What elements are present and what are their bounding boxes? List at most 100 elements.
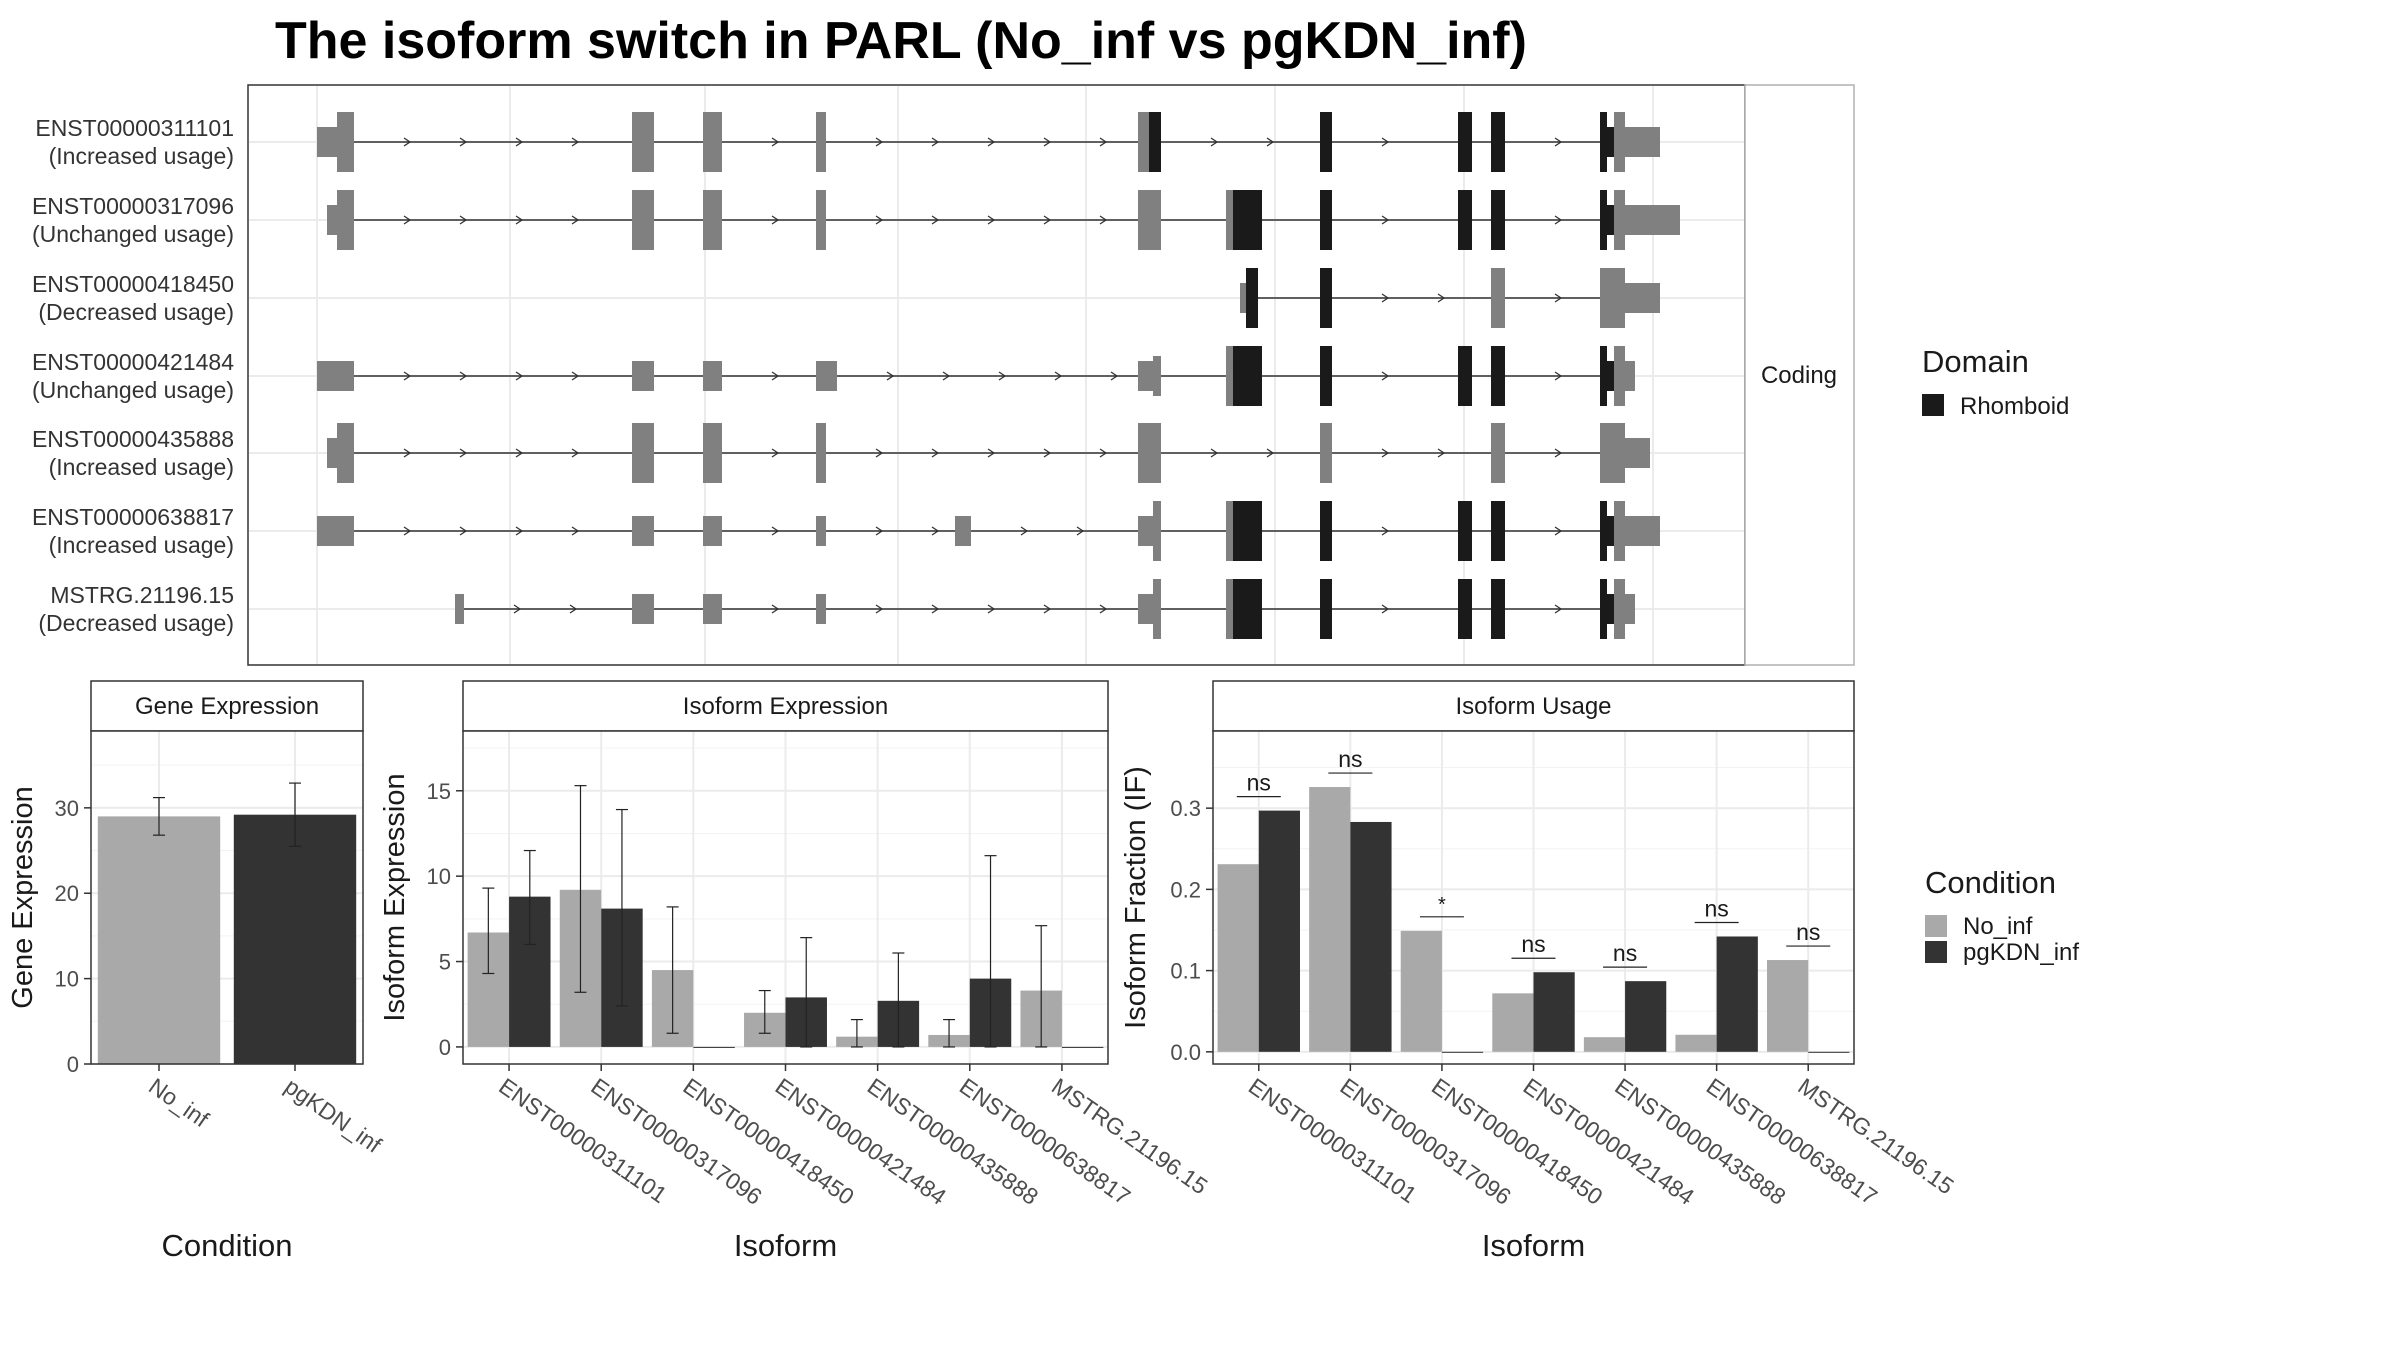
rhomboid-domain-exon (1320, 346, 1332, 406)
isoform-usage-panel: Isoform Usage ns ns * ns ns ns ns 0.0 0.1 0.2 0.3 EN… (1120, 680, 1959, 1263)
exon-block (1625, 438, 1650, 468)
strand-arrow (875, 137, 884, 147)
significance-label: ns (1796, 919, 1820, 945)
pgkdn-inf-legend-label: pgKDN_inf (1963, 939, 2079, 966)
strand-arrow (1381, 215, 1390, 225)
strand-arrow (459, 371, 468, 381)
exon-block (1138, 594, 1153, 624)
bar (1492, 993, 1534, 1052)
x-tick-label: MSTRG.21196.15 (1793, 1073, 1958, 1200)
panel-strip (90, 680, 364, 732)
x-axis-title: Condition (162, 1228, 293, 1263)
panel-strip (462, 680, 1109, 732)
strand-arrow (771, 526, 780, 536)
x-tick-label: No_inf (144, 1073, 214, 1133)
x-tick-label: ENST00000421484 (1519, 1073, 1700, 1210)
strand-arrow (1381, 604, 1390, 614)
strand-arrow (571, 448, 580, 458)
transcript-usage-label: (Increased usage) (49, 532, 234, 558)
transcript-track (317, 112, 1660, 172)
transcript-structure-panel: Coding ENST00000311101(Increased usage)E… (32, 84, 1855, 666)
strand-arrow (1043, 448, 1052, 458)
transcript-track (317, 346, 1635, 406)
no-inf-legend-swatch (1925, 915, 1947, 937)
strand-arrow (1210, 448, 1219, 458)
bar (693, 1046, 735, 1048)
significance-label: ns (1247, 770, 1271, 796)
strand-arrow (1381, 371, 1390, 381)
exon-block (1614, 579, 1625, 639)
strand-arrow (1099, 604, 1108, 614)
exon-block (632, 112, 654, 172)
rhomboid-domain-exon (1149, 112, 1161, 172)
strand-arrow (1099, 215, 1108, 225)
strand-arrow (515, 371, 524, 381)
rhomboid-domain-exon (1233, 190, 1262, 250)
panel-strip (1212, 680, 1855, 732)
rhomboid-domain-exon (1246, 268, 1258, 328)
strand-arrow (931, 526, 940, 536)
rhomboid-domain-exon (1491, 579, 1505, 639)
strand-arrow (515, 526, 524, 536)
bar (1675, 1034, 1717, 1052)
strand-arrow (1099, 137, 1108, 147)
rhomboid-domain-exon (1607, 205, 1614, 235)
rhomboid-domain-exon (1458, 346, 1472, 406)
strand-arrow (459, 526, 468, 536)
bar (1808, 1051, 1850, 1053)
strand-arrow (875, 604, 884, 614)
strand-arrow (1054, 371, 1063, 381)
strand-arrow (1554, 215, 1563, 225)
exon-block (317, 516, 354, 546)
rhomboid-domain-exon (1491, 501, 1505, 561)
strand-arrow (1266, 137, 1275, 147)
x-tick-label: ENST00000435888 (1610, 1073, 1790, 1210)
strand-arrow (459, 448, 468, 458)
strand-arrow (1381, 293, 1390, 303)
strand-arrow (1043, 137, 1052, 147)
transcript-usage-label: (Increased usage) (49, 143, 234, 169)
bar (1441, 1051, 1484, 1053)
x-tick-label: MSTRG.21196.15 (1047, 1073, 1212, 1200)
strand-arrow (569, 604, 578, 614)
exon-block (1614, 346, 1625, 406)
x-tick-label: ENST00000638817 (1702, 1073, 1882, 1210)
rhomboid-domain-exon (1600, 501, 1607, 561)
exon-block (816, 423, 826, 483)
transcript-track (317, 501, 1660, 561)
y-tick-label: 30 (55, 796, 79, 821)
exon-block (1226, 190, 1233, 250)
exon-block (1625, 594, 1635, 624)
figure-title: The isoform switch in PARL (No_inf vs pg… (275, 12, 1527, 70)
y-axis-title: Gene Expression (7, 786, 39, 1008)
transcript-labels: ENST00000311101(Increased usage)ENST0000… (32, 115, 234, 636)
rhomboid-domain-exon (1607, 361, 1614, 391)
strand-arrow (1210, 137, 1219, 147)
strand-arrow (403, 448, 412, 458)
strand-arrow (515, 215, 524, 225)
y-tick-label: 10 (427, 864, 451, 889)
strand-arrow (987, 604, 996, 614)
exon-block (337, 190, 354, 250)
strand-arrow (931, 215, 940, 225)
significance-label: ns (1338, 746, 1362, 772)
strand-arrow (513, 604, 522, 614)
exon-block (955, 516, 971, 546)
rhomboid-domain-exon (1458, 112, 1472, 172)
strand-arrow (1554, 293, 1563, 303)
strand-arrow (771, 371, 780, 381)
x-axis-title: Isoform (734, 1228, 837, 1263)
transcript-track (1240, 268, 1660, 328)
strand-arrow (459, 215, 468, 225)
x-tick-label: ENST00000435888 (863, 1073, 1043, 1210)
rhomboid-domain-exon (1600, 346, 1607, 406)
rhomboid-domain-exon (1320, 190, 1332, 250)
transcript-id-label: ENST00000435888 (32, 426, 234, 452)
rhomboid-domain-exon (1320, 579, 1332, 639)
strand-arrow (515, 137, 524, 147)
rhomboid-domain-exon (1600, 579, 1607, 639)
strand-arrow (571, 371, 580, 381)
strand-arrow (515, 448, 524, 458)
exon-block (337, 112, 354, 172)
panel-strip-label: Isoform Usage (1455, 693, 1611, 720)
